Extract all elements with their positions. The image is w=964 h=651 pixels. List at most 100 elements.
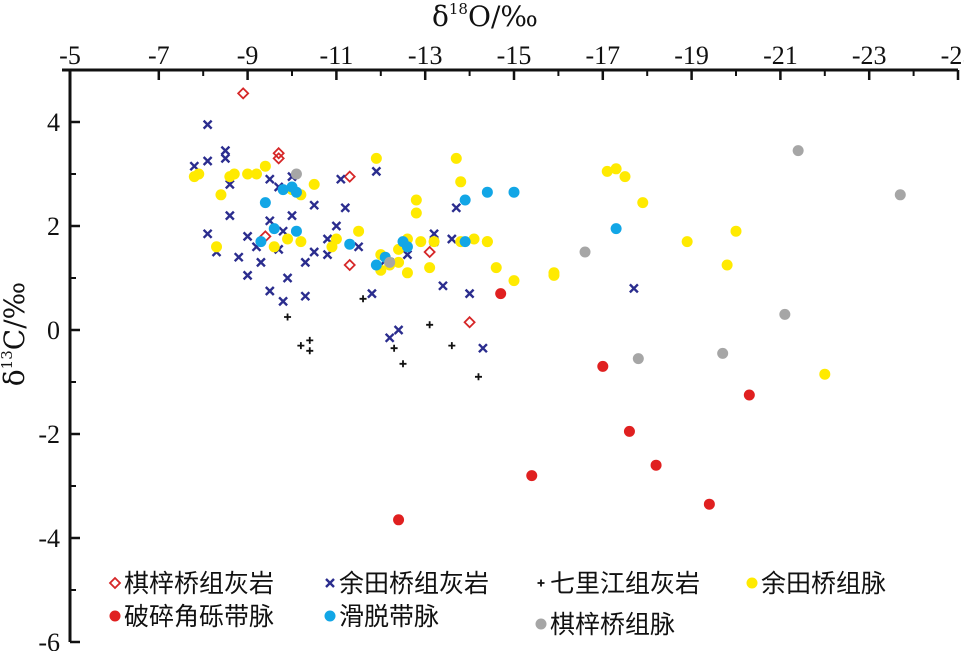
data-point <box>242 168 254 180</box>
data-point <box>215 189 227 201</box>
data-point <box>306 347 314 355</box>
data-point <box>464 288 475 299</box>
data-point <box>340 202 351 213</box>
data-point <box>309 200 320 211</box>
data-point <box>370 259 382 271</box>
x-tick-label: -15 <box>497 41 532 70</box>
data-point <box>259 160 271 172</box>
data-point <box>459 194 471 206</box>
data-point <box>331 221 342 231</box>
data-point <box>393 256 405 268</box>
data-point <box>202 156 213 166</box>
data-point <box>446 234 457 244</box>
data-point <box>629 283 639 294</box>
data-point <box>308 178 320 190</box>
y-tick-label: 0 <box>47 316 60 345</box>
x-tick-label: -17 <box>585 41 620 70</box>
data-point <box>819 368 831 380</box>
data-point <box>188 171 200 183</box>
data-point <box>277 184 289 196</box>
data-point <box>306 336 314 344</box>
y-tick-label: -2 <box>38 420 60 449</box>
y-axis-ticks: -6 -4 -2 0 2 4 <box>38 108 80 651</box>
data-point <box>481 186 493 198</box>
legend-label: 余田桥组灰岩 <box>339 569 489 598</box>
legend-marker <box>325 578 335 588</box>
data-point <box>548 269 560 281</box>
data-point <box>300 291 311 302</box>
x-tick-label: -25 <box>941 41 964 70</box>
data-point <box>282 233 294 245</box>
data-point <box>448 342 456 350</box>
data-point <box>390 344 398 352</box>
data-point <box>579 246 591 258</box>
data-points <box>188 87 906 526</box>
data-point <box>623 425 635 437</box>
legend-label: 棋梓桥组灰岩 <box>124 569 274 598</box>
data-point <box>743 389 755 401</box>
data-point <box>468 233 480 245</box>
data-point <box>508 275 520 287</box>
x-tick-label: -7 <box>148 41 170 70</box>
data-point <box>264 174 275 185</box>
data-point <box>495 288 507 300</box>
data-point <box>367 288 377 299</box>
data-point <box>300 257 311 268</box>
data-point <box>272 146 285 160</box>
data-point <box>353 225 365 237</box>
data-point <box>242 231 253 242</box>
legend-marker <box>108 576 122 590</box>
data-point <box>894 189 906 201</box>
legend-label: 破碎角砾带脉 <box>124 602 274 631</box>
data-point <box>637 197 649 209</box>
data-point <box>410 207 422 219</box>
data-point <box>220 153 231 164</box>
data-point <box>438 280 448 291</box>
data-point <box>202 228 213 239</box>
data-point <box>370 152 382 164</box>
data-point <box>610 223 622 235</box>
x-axis-ticks: -25 -23 -21 -19 -17 -15 -13 -11 -9 -7 -5 <box>59 41 964 80</box>
data-point <box>284 313 292 321</box>
data-point <box>290 168 302 180</box>
legend-label: 棋梓桥组脉 <box>550 610 675 639</box>
data-point <box>681 236 693 248</box>
y-tick-label: -6 <box>38 628 60 651</box>
legend-marker <box>324 610 336 622</box>
legend-marker <box>537 579 545 587</box>
data-point <box>335 174 346 185</box>
data-point <box>721 259 733 271</box>
data-point <box>401 267 413 279</box>
data-point <box>359 295 367 303</box>
data-point <box>397 236 409 248</box>
data-point <box>619 171 631 183</box>
plot-frame <box>62 68 958 642</box>
data-point <box>250 168 262 180</box>
data-point <box>426 321 434 329</box>
data-point <box>450 152 462 164</box>
data-point <box>255 236 267 248</box>
data-point <box>268 223 280 235</box>
data-point <box>526 470 538 482</box>
data-point <box>290 225 302 237</box>
legend-marker <box>746 577 758 589</box>
legend-marker <box>109 610 121 622</box>
y-axis-title: δ13C/‰ <box>0 282 31 386</box>
y-tick-label: 2 <box>47 212 60 241</box>
data-point <box>384 332 395 343</box>
data-point <box>703 498 715 510</box>
data-point <box>601 165 613 177</box>
data-point <box>730 225 742 237</box>
data-point <box>287 210 297 221</box>
data-point <box>343 258 356 272</box>
data-point <box>779 308 791 320</box>
data-point <box>202 119 213 130</box>
x-axis-title: δ18O/‰ <box>432 0 538 33</box>
data-point <box>282 273 293 283</box>
data-point <box>297 342 305 350</box>
data-point <box>371 166 382 177</box>
data-point <box>242 270 253 281</box>
